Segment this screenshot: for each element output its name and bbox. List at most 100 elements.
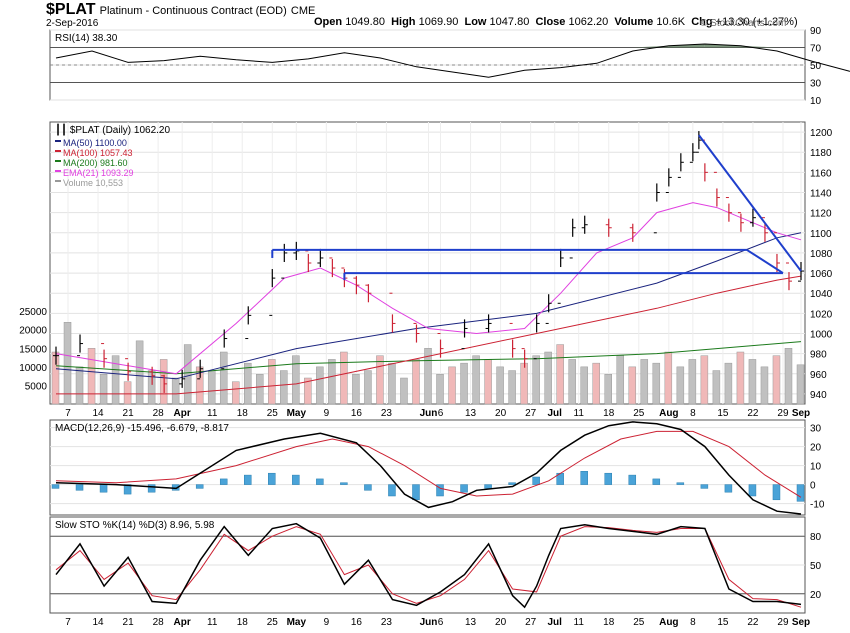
rsi-panel: 90 70 50 30 10 RSI(14) 38.30 [49, 26, 850, 107]
x-tick-label: Apr [174, 408, 191, 419]
x-tick-label-bottom: 21 [123, 617, 135, 628]
rsi-tick-label: 10 [810, 96, 822, 107]
x-tick-label: 28 [153, 408, 165, 419]
chg-value: +13.30 (+1.27%) [715, 16, 798, 28]
macd-label: MACD(12,26,9) -15.496, -6.679, -8.817 [55, 423, 229, 434]
ma50-line [55, 232, 802, 380]
price-tick-label: 1120 [810, 209, 832, 220]
x-tick-label: 22 [747, 408, 759, 419]
open-label: Open [314, 16, 343, 28]
rsi-tick-label: 70 [810, 44, 822, 55]
macd-line [55, 421, 802, 515]
volume-bar [231, 381, 240, 405]
volume-bar [256, 374, 264, 405]
x-tick-label-bottom: Jul [547, 617, 562, 628]
x-tick-label: 7 [65, 408, 71, 419]
high-label: High [391, 16, 416, 28]
ma100-line [56, 275, 802, 395]
volume-bar [712, 370, 721, 405]
legend-swatch [55, 150, 61, 152]
volume-bar [280, 370, 288, 405]
volume-bar [448, 366, 456, 405]
x-tick-label: 11 [207, 408, 218, 419]
rsi-label: RSI(14) 38.30 [55, 33, 118, 44]
low-value: 1047.80 [489, 16, 530, 28]
x-tick-label-bottom: 16 [351, 617, 363, 628]
macd-histogram-bar [219, 478, 228, 485]
volume-bar [364, 370, 372, 405]
x-tick-label-bottom: 23 [381, 617, 393, 628]
volume-bar [400, 377, 408, 405]
x-tick-label: Jun [420, 408, 438, 419]
legend-entry: EMA(21) 1093.29 [63, 168, 134, 178]
volume-tick-label: 25000 [19, 307, 47, 318]
macd-tick-label: 20 [810, 443, 822, 454]
rsi-line [55, 43, 850, 78]
trendline [698, 134, 802, 272]
price-tick-label: 1200 [810, 128, 833, 139]
x-tick-label-bottom: Sep [792, 617, 810, 628]
volume-bar [568, 359, 576, 405]
macd-histogram-bar [628, 474, 637, 485]
volume-bar [292, 355, 300, 405]
close-label: Close [535, 16, 566, 28]
price-panel: 1200118011601140112011001080106010401020… [19, 121, 833, 419]
x-tick-label-bottom: 25 [633, 617, 645, 628]
x-tick-label-bottom: Aug [659, 617, 678, 628]
volume-tick-label: 20000 [19, 326, 47, 337]
volume-bar [99, 374, 108, 405]
macd-histogram-bar [412, 484, 420, 501]
volume-bar [472, 355, 480, 405]
symbol: $PLAT [46, 1, 96, 18]
volume-bar [63, 322, 72, 405]
x-tick-label: 21 [123, 408, 135, 419]
x-tick-label-bottom: May [287, 617, 307, 628]
macd-histogram-bar [676, 482, 685, 485]
volume-bar [424, 348, 432, 405]
price-tick-label: 1180 [810, 148, 832, 159]
price-tick-label: 1080 [810, 249, 833, 260]
macd-histogram-bar [748, 484, 757, 497]
volume-bar [244, 362, 252, 405]
sto-label: Slow STO %K(14) %D(3) 8.96, 5.98 [55, 520, 215, 531]
rsi-tick-label: 30 [810, 79, 822, 90]
macd-histogram-bar [292, 474, 300, 485]
macd-frame [49, 419, 806, 516]
legend-entry: Volume 10,553 [63, 178, 123, 188]
macd-histogram-bar [147, 484, 156, 493]
x-tick-label-bottom: Apr [174, 617, 191, 628]
volume-bar [628, 366, 637, 405]
sto-d-line [55, 526, 802, 608]
volume-bar [316, 366, 324, 405]
open-value: 1049.80 [345, 16, 385, 28]
volume-bar [640, 359, 649, 405]
x-tick-label: 8 [690, 408, 696, 419]
volume-bar [748, 359, 757, 405]
macd-signal-line [55, 430, 802, 498]
volume-bar [460, 362, 468, 405]
macd-histogram-bar [652, 478, 661, 485]
volume-bar [796, 364, 805, 405]
x-tick-label-bottom: 22 [747, 617, 759, 628]
macd-tick-label: 0 [810, 481, 816, 492]
volume-bar [388, 362, 396, 405]
macd-histogram-bar [460, 484, 468, 493]
legend-entry: MA(100) 1057.43 [63, 148, 133, 158]
x-tick-label-bottom: 20 [495, 617, 507, 628]
macd-histogram-bar [796, 484, 805, 502]
x-tick-label-bottom: 18 [237, 617, 249, 628]
price-tick-label: 940 [810, 390, 827, 401]
volume-bar [784, 348, 793, 405]
volume-bar [508, 370, 516, 405]
volume-bar [760, 366, 769, 405]
volume-bar [412, 359, 420, 405]
ema21-line [55, 202, 802, 375]
x-tick-label-bottom: 27 [525, 617, 537, 628]
x-tick-label: 14 [92, 408, 104, 419]
volume-bar [75, 366, 84, 405]
macd-histogram-bar [484, 484, 492, 489]
price-tick-label: 1140 [810, 189, 832, 200]
x-tick-label-bottom: 25 [267, 617, 279, 628]
brand-watermark: © StockCharts.com [700, 18, 787, 29]
